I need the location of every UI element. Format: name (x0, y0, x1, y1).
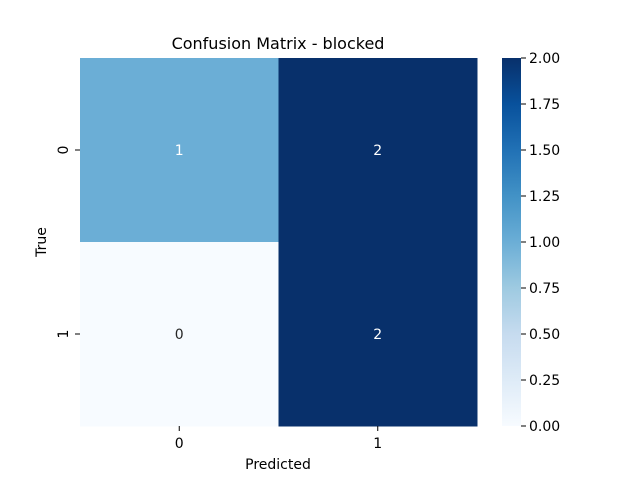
heatmap-cell (80, 242, 279, 427)
x-tick-label: 0 (175, 436, 184, 452)
colorbar-tick-label: 0.50 (529, 327, 560, 343)
colorbar-tick-label: 1.50 (529, 143, 560, 159)
cell-value-label: 0 (175, 327, 184, 343)
colorbar-tick-label: 1.25 (529, 189, 560, 205)
cell-value-label: 1 (175, 143, 184, 159)
colorbar-tick-label: 1.75 (529, 97, 560, 113)
y-tick-label: 0 (56, 146, 72, 155)
x-axis-label: Predicted (245, 457, 311, 473)
cell-value-label: 2 (373, 143, 382, 159)
heatmap-cell (278, 58, 478, 243)
colorbar-tick-label: 0.25 (529, 373, 560, 389)
chart-title: Confusion Matrix - blocked (172, 34, 385, 53)
heatmap-value-labels: 1 2 0 2 (175, 143, 382, 343)
heatmap-cells (80, 58, 478, 427)
heatmap-cell (80, 58, 279, 243)
colorbar-tick-label: 0.75 (529, 281, 560, 297)
x-tick-label: 1 (373, 436, 382, 452)
colorbar-tick-label: 1.00 (529, 235, 560, 251)
cell-value-label: 2 (373, 327, 382, 343)
y-axis-label: True (34, 227, 50, 258)
colorbar (502, 58, 521, 426)
heatmap-cell (278, 242, 478, 427)
y-axis: 01 (56, 146, 80, 339)
colorbar-tick-label: 0.00 (529, 419, 560, 435)
y-tick-label: 1 (56, 330, 72, 339)
colorbar-tick-label: 2.00 (529, 51, 560, 67)
colorbar-ticks: 0.00 0.25 0.50 0.75 1.00 1.25 1.50 1.75 2.00 (521, 51, 560, 435)
